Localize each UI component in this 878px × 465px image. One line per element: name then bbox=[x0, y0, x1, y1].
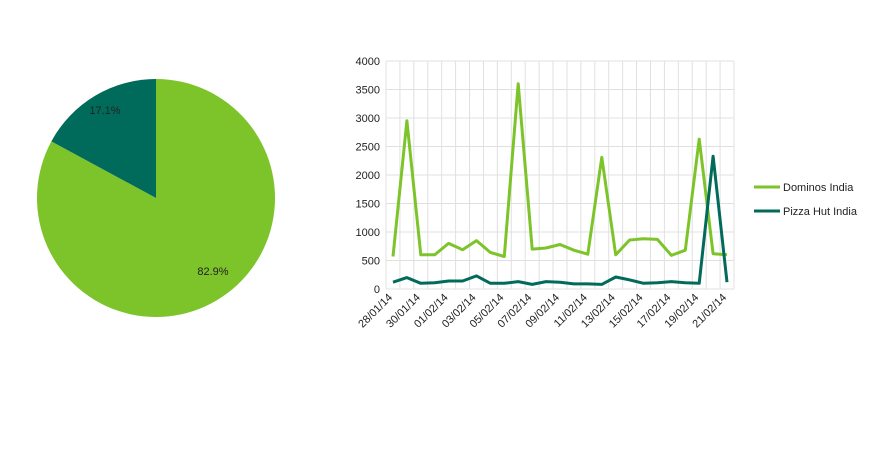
y-tick-label: 1000 bbox=[356, 227, 380, 239]
legend-label-2: Pizza Hut India bbox=[783, 206, 858, 218]
series-line-1 bbox=[391, 82, 728, 258]
pie-slice-label-1: 82.9% bbox=[197, 266, 228, 278]
y-axis-ticks: 0 500 1000 1500 2000 2500 3000 3500 4000 bbox=[356, 56, 380, 296]
line-chart: 0 500 1000 1500 2000 2500 3000 3500 4000 28/01/1… bbox=[356, 56, 735, 331]
y-tick-label: 2000 bbox=[356, 170, 380, 182]
y-tick-label: 0 bbox=[374, 284, 380, 296]
legend: Dominos India Pizza Hut India bbox=[754, 182, 858, 218]
y-tick-label: 1500 bbox=[356, 199, 380, 211]
series-lines bbox=[391, 82, 729, 286]
pie-slice-label-2: 17.1% bbox=[89, 105, 120, 117]
y-tick-label: 3000 bbox=[356, 113, 380, 125]
y-tick-label: 2500 bbox=[356, 142, 380, 154]
pie-chart: 82.9% 17.1% bbox=[37, 79, 276, 317]
pie-slice-2 bbox=[51, 79, 156, 198]
gridlines bbox=[385, 60, 735, 290]
series-line-2 bbox=[392, 154, 729, 286]
y-tick-label: 4000 bbox=[356, 56, 380, 68]
y-tick-label: 500 bbox=[362, 256, 380, 268]
y-tick-label: 3500 bbox=[356, 85, 380, 97]
x-axis-ticks: 28/01/1430/01/1401/02/1403/02/1405/02/14… bbox=[356, 292, 729, 331]
legend-label-1: Dominos India bbox=[783, 182, 854, 194]
